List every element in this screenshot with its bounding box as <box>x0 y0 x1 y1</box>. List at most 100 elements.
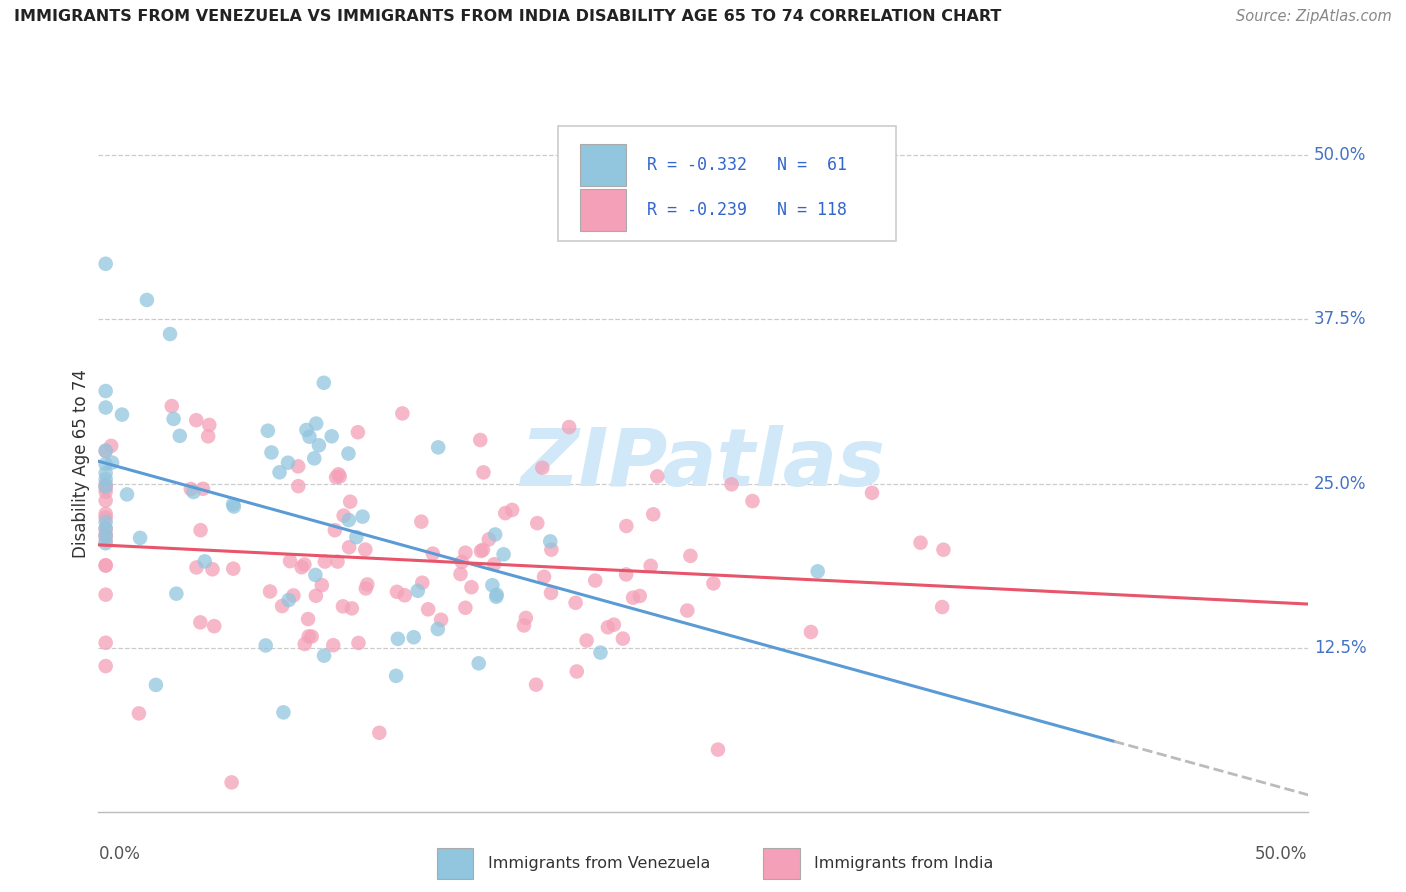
Point <box>337 513 360 527</box>
Point <box>702 576 724 591</box>
Point <box>222 497 245 511</box>
Point <box>145 678 167 692</box>
Point <box>454 546 477 560</box>
Point <box>430 613 453 627</box>
Point <box>277 593 299 607</box>
Point <box>524 678 547 692</box>
Point <box>558 420 581 434</box>
Point <box>531 460 554 475</box>
Point <box>128 706 150 721</box>
Point <box>329 469 352 483</box>
Point <box>129 531 152 545</box>
Point <box>94 472 117 486</box>
Point <box>94 466 117 480</box>
Point <box>344 530 367 544</box>
Point <box>94 384 117 398</box>
Point <box>297 612 319 626</box>
Point <box>94 257 117 271</box>
Point <box>472 466 495 480</box>
Point <box>589 646 612 660</box>
Point <box>472 542 495 557</box>
Point <box>94 457 117 471</box>
Point <box>94 529 117 543</box>
Point <box>484 558 506 572</box>
Point <box>515 611 537 625</box>
Point <box>478 533 501 547</box>
Point <box>564 596 586 610</box>
Point <box>94 533 117 548</box>
Point <box>385 584 408 599</box>
Point <box>194 554 217 568</box>
Point <box>621 591 644 605</box>
Point <box>387 632 409 646</box>
Text: 50.0%: 50.0% <box>1313 146 1367 164</box>
Point <box>347 636 370 650</box>
FancyBboxPatch shape <box>437 848 474 880</box>
Point <box>94 521 117 535</box>
Point <box>340 601 363 615</box>
Point <box>321 429 343 443</box>
Point <box>201 562 224 576</box>
Point <box>94 522 117 536</box>
Point <box>198 417 221 432</box>
Point <box>287 479 309 493</box>
Point <box>720 477 742 491</box>
Point <box>254 639 277 653</box>
Point <box>191 482 214 496</box>
Point <box>94 484 117 499</box>
Text: 50.0%: 50.0% <box>1256 845 1308 863</box>
Point <box>612 632 634 646</box>
Point <box>354 582 377 596</box>
Point <box>485 588 508 602</box>
Point <box>283 589 305 603</box>
Point <box>298 630 321 644</box>
Point <box>481 578 503 592</box>
Point <box>260 445 283 459</box>
Point <box>583 574 606 588</box>
Point <box>186 413 208 427</box>
Point <box>186 560 208 574</box>
Point <box>259 584 281 599</box>
Point <box>411 515 433 529</box>
Point <box>484 527 506 541</box>
Point <box>533 570 555 584</box>
Point <box>94 515 117 529</box>
Point <box>94 401 117 415</box>
Point <box>222 500 245 514</box>
Point <box>159 326 181 341</box>
Point <box>368 726 391 740</box>
Point <box>526 516 548 530</box>
Point <box>94 479 117 493</box>
Point <box>470 544 492 558</box>
Text: 37.5%: 37.5% <box>1313 310 1367 328</box>
Point <box>94 480 117 494</box>
Text: IMMIGRANTS FROM VENEZUELA VS IMMIGRANTS FROM INDIA DISABILITY AGE 65 TO 74 CORRE: IMMIGRANTS FROM VENEZUELA VS IMMIGRANTS … <box>14 9 1001 24</box>
FancyBboxPatch shape <box>558 127 897 241</box>
Point <box>394 588 416 602</box>
Point <box>162 412 184 426</box>
Point <box>190 523 212 537</box>
Point <box>422 547 444 561</box>
Point <box>332 508 354 523</box>
Point <box>94 558 117 573</box>
Point <box>513 618 536 632</box>
Text: ZIPatlas: ZIPatlas <box>520 425 886 503</box>
Point <box>169 429 191 443</box>
Y-axis label: Disability Age 65 to 74: Disability Age 65 to 74 <box>72 369 90 558</box>
Point <box>640 558 662 573</box>
Point <box>294 637 316 651</box>
Text: 0.0%: 0.0% <box>98 845 141 863</box>
Point <box>301 630 323 644</box>
Text: 25.0%: 25.0% <box>1313 475 1367 492</box>
Point <box>450 567 472 582</box>
Point <box>565 665 588 679</box>
Point <box>304 568 326 582</box>
Point <box>385 669 408 683</box>
Point <box>298 430 321 444</box>
Point <box>910 535 932 549</box>
Point <box>94 507 117 521</box>
Text: Source: ZipAtlas.com: Source: ZipAtlas.com <box>1236 9 1392 24</box>
Point <box>94 444 117 458</box>
Point <box>460 580 482 594</box>
Point <box>269 465 291 479</box>
